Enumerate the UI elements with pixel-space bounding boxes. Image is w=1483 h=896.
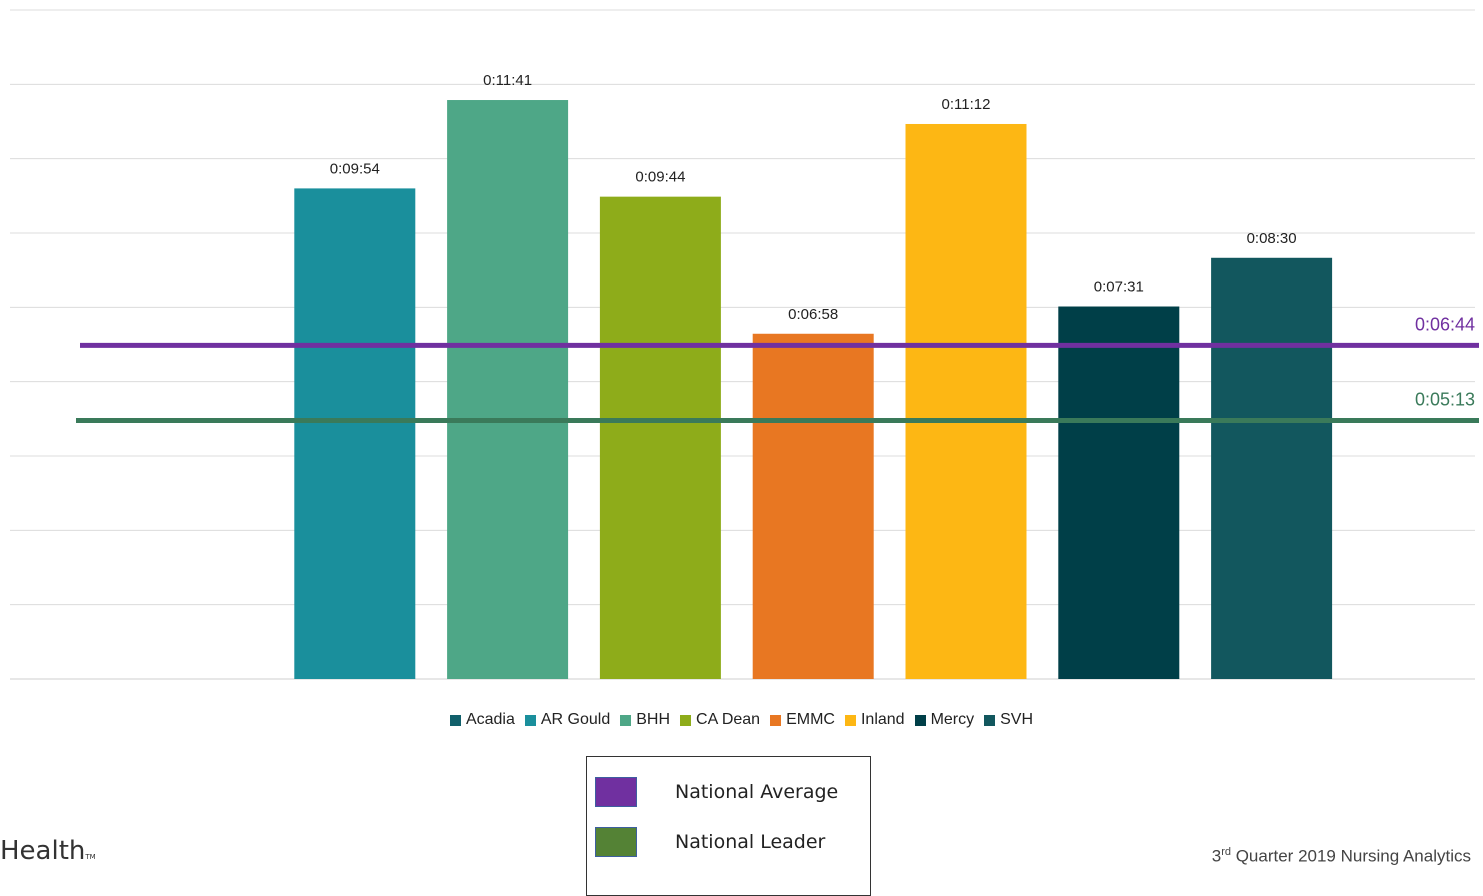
national-leader-swatch xyxy=(595,827,637,857)
bar-labels: 0:09:54 0:11:41 0:09:44 0:06:58 0:11:12 0:07:… xyxy=(330,72,1297,323)
footer-superscript: rd xyxy=(1221,846,1231,858)
bar-chart: 0:09:54 0:11:41 0:09:44 0:06:58 0:11:12 0:07:… xyxy=(10,9,1479,680)
footer-rest: Quarter 2019 Nursing Analytics xyxy=(1230,846,1471,866)
national-leader-value-label: 0:05:13 xyxy=(1415,389,1475,409)
legend-item-ca-dean: CA Dean xyxy=(680,711,760,729)
reference-key: National Average National Leader xyxy=(586,756,871,896)
data-label: 0:07:31 xyxy=(1094,279,1144,296)
bar-svh xyxy=(1211,257,1333,679)
legend-swatch xyxy=(914,714,926,726)
bar-emmc xyxy=(752,333,874,679)
bar-ca-dean xyxy=(599,196,721,680)
bar-ar-gould xyxy=(294,188,416,679)
legend-label: CA Dean xyxy=(696,711,761,728)
legend-label: BHH xyxy=(636,711,671,728)
national-leader-label: National Leader xyxy=(675,831,826,853)
national-average-value-label: 0:06:44 xyxy=(1415,314,1475,334)
legend-label: EMMC xyxy=(786,711,835,728)
legend-label: Inland xyxy=(860,711,905,728)
key-row-national-average: National Average xyxy=(595,777,838,807)
gridlines xyxy=(10,9,1475,680)
bars xyxy=(294,100,1333,680)
data-label: 0:09:44 xyxy=(635,169,685,186)
legend-label: Mercy xyxy=(930,711,975,728)
legend-swatch xyxy=(984,714,996,726)
legend-swatch xyxy=(449,714,461,726)
legend-item-ar-gould: AR Gould xyxy=(524,711,611,729)
national-average-swatch xyxy=(595,777,637,807)
brand-trademark: TM xyxy=(85,853,96,861)
chart-legend: Acadia AR Gould BHH CA Dean EMMC Inland Mercy S… xyxy=(0,711,1483,729)
bar-bhh xyxy=(447,100,569,679)
legend-swatch xyxy=(844,714,856,726)
footer-ordinal: 3 xyxy=(1211,846,1222,866)
legend-label: SVH xyxy=(1000,711,1034,728)
reference-lines: 0:06:44 0:05:13 xyxy=(76,314,1479,423)
legend-item-mercy: Mercy xyxy=(914,711,975,729)
bar-inland xyxy=(905,123,1027,679)
legend-item-bhh: BHH xyxy=(620,711,670,729)
data-label: 0:11:12 xyxy=(942,96,991,113)
key-row-national-leader: National Leader xyxy=(595,827,825,857)
data-label: 0:11:41 xyxy=(483,72,532,89)
legend-label: AR Gould xyxy=(540,711,611,728)
footer-caption: 3rd Quarter 2019 Nursing Analytics xyxy=(1212,846,1471,867)
bar-mercy xyxy=(1058,306,1180,679)
data-label: 0:06:58 xyxy=(788,306,838,323)
brand-text: Health xyxy=(0,836,86,866)
legend-item-inland: Inland xyxy=(844,711,905,729)
brand-logo: HealthTM xyxy=(0,836,96,866)
legend-swatch xyxy=(680,714,692,726)
legend-item-emmc: EMMC xyxy=(770,711,835,729)
legend-label: Acadia xyxy=(465,711,515,728)
legend-swatch xyxy=(620,714,632,726)
data-label: 0:08:30 xyxy=(1247,230,1297,247)
legend-swatch xyxy=(770,714,782,726)
legend-item-acadia: Acadia xyxy=(449,711,515,729)
legend-item-svh: SVH xyxy=(984,711,1033,729)
legend-swatch xyxy=(524,714,536,726)
national-average-label: National Average xyxy=(675,781,839,803)
data-label: 0:09:54 xyxy=(330,160,380,177)
